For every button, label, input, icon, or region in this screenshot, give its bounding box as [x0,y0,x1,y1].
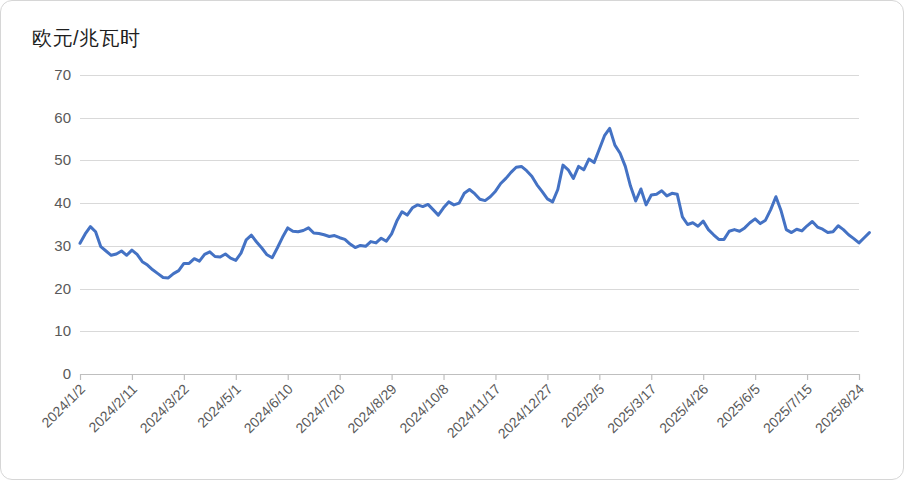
y-axis-label: 60 [54,109,71,126]
x-axis-label: 2024/5/1 [194,381,244,431]
x-axis-label: 2025/8/24 [812,381,868,437]
x-axis-label: 2025/6/5 [713,381,763,431]
y-axis-label: 50 [54,151,71,168]
y-axis-label: 70 [54,66,71,83]
x-axis-label: 2024/10/8 [396,381,452,437]
chart-card: 欧元/兆瓦时 0102030405060702024/1/22024/2/112… [0,0,904,480]
x-axis-label: 2024/1/2 [38,381,88,431]
x-axis-label: 2025/3/17 [604,381,660,437]
x-axis-label: 2024/11/17 [443,381,503,441]
x-axis-label: 2024/7/20 [292,381,348,437]
y-axis-label: 20 [54,280,71,297]
y-axis-label: 40 [54,194,71,211]
x-axis-label: 2024/3/22 [137,381,193,437]
x-axis-label: 2024/6/10 [240,381,296,437]
x-axis-label: 2024/2/11 [85,381,140,436]
y-axis-label: 30 [54,237,71,254]
y-axis-label: 10 [54,322,71,339]
y-axis-label: 0 [63,365,71,382]
x-axis-label: 2025/4/26 [656,381,712,437]
x-axis-label: 2024/12/27 [495,381,556,442]
x-axis-label: 2024/8/29 [344,381,400,437]
line-chart: 0 10 20 30 40 50 60 70 2024/1/22024/2/112024/3/2… [1,1,904,480]
x-axis-label: 2025/7/15 [760,381,816,437]
chart-title: 欧元/兆瓦时 [32,25,141,52]
x-axis-label: 2025/2/5 [558,381,608,431]
